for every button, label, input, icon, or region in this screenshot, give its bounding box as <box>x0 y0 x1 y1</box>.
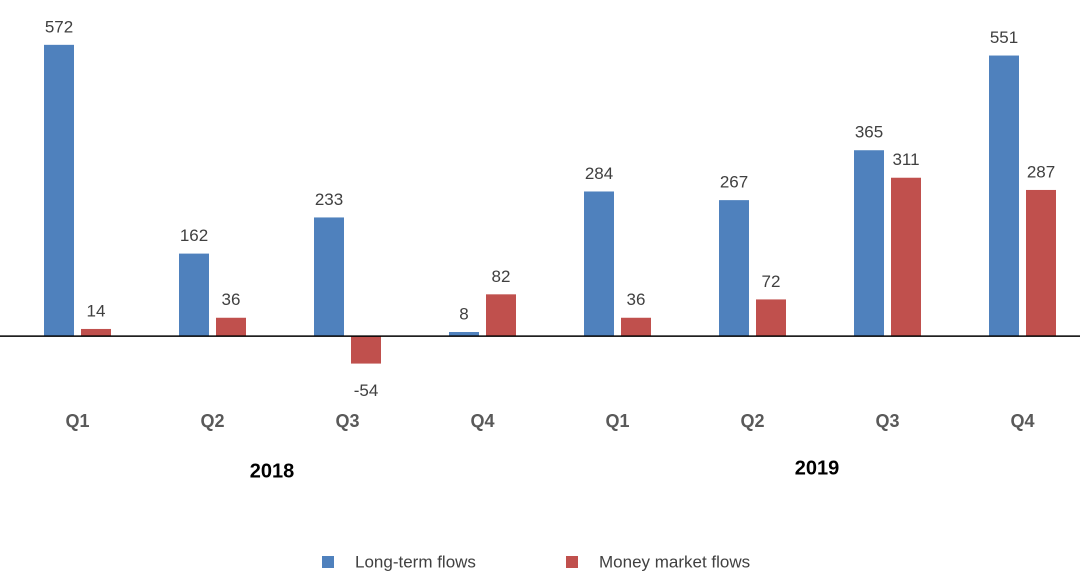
data-label: 365 <box>855 123 883 142</box>
x-tick-label: Q2 <box>200 411 224 431</box>
x-tick-label: Q4 <box>1010 411 1034 431</box>
legend-label: Long-term flows <box>355 552 476 571</box>
data-label: 311 <box>892 150 919 169</box>
x-tick-label: Q4 <box>470 411 494 431</box>
bar <box>81 328 111 337</box>
data-label: 551 <box>990 28 1018 47</box>
data-label: 8 <box>459 304 468 323</box>
bar <box>756 299 786 337</box>
bar <box>1026 189 1056 337</box>
bar <box>314 217 344 337</box>
x-tick-label: Q3 <box>335 411 359 431</box>
bar <box>621 317 651 337</box>
data-label: 82 <box>492 267 511 286</box>
legend-swatch <box>322 556 334 568</box>
group-label: 2018 <box>250 460 295 482</box>
bar <box>854 150 884 337</box>
bar <box>891 177 921 337</box>
bar <box>584 191 614 337</box>
data-label: 267 <box>720 173 748 192</box>
x-tick-label: Q2 <box>740 411 764 431</box>
bar <box>216 317 246 337</box>
legend-swatch <box>566 556 578 568</box>
bar <box>989 55 1019 337</box>
bar <box>486 294 516 337</box>
group-label: 2019 <box>795 457 840 479</box>
data-label: 72 <box>762 272 781 291</box>
bar <box>44 44 74 337</box>
data-label: 284 <box>585 164 613 183</box>
bar <box>449 332 479 337</box>
bar <box>179 253 209 337</box>
data-label: 162 <box>180 226 208 245</box>
data-label: 36 <box>627 290 646 309</box>
data-label: 14 <box>87 301 106 320</box>
data-label: 287 <box>1027 162 1055 181</box>
x-tick-label: Q1 <box>65 411 89 431</box>
x-tick-label: Q1 <box>605 411 629 431</box>
bar <box>351 336 381 364</box>
legend-label: Money market flows <box>599 552 750 571</box>
data-label: 36 <box>222 290 241 309</box>
x-tick-label: Q3 <box>875 411 899 431</box>
bar <box>719 200 749 337</box>
data-label: 233 <box>315 190 343 209</box>
data-label: 572 <box>45 17 73 36</box>
data-label: -54 <box>354 381 379 400</box>
